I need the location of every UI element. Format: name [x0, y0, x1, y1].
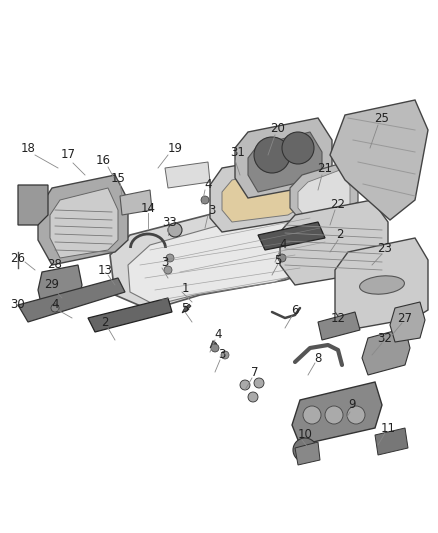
Polygon shape: [50, 188, 118, 258]
Text: 32: 32: [378, 332, 392, 344]
Text: 13: 13: [98, 263, 113, 277]
Circle shape: [347, 406, 365, 424]
Polygon shape: [128, 208, 320, 305]
Text: 4: 4: [51, 298, 59, 311]
Text: 25: 25: [374, 111, 389, 125]
Circle shape: [168, 223, 182, 237]
Text: 4: 4: [214, 328, 222, 342]
Circle shape: [51, 304, 59, 312]
Polygon shape: [292, 382, 382, 445]
Polygon shape: [222, 168, 300, 222]
Circle shape: [303, 406, 321, 424]
Circle shape: [248, 392, 258, 402]
Text: 2: 2: [336, 229, 344, 241]
Polygon shape: [335, 238, 428, 330]
Text: 4: 4: [204, 179, 212, 191]
Polygon shape: [38, 175, 128, 265]
Text: 18: 18: [21, 141, 35, 155]
Text: 3: 3: [218, 349, 226, 361]
Polygon shape: [295, 442, 320, 465]
Circle shape: [164, 266, 172, 274]
Text: 5: 5: [274, 254, 282, 266]
Text: 27: 27: [398, 311, 413, 325]
Text: 2: 2: [101, 316, 109, 328]
Polygon shape: [38, 265, 82, 308]
Polygon shape: [210, 155, 310, 232]
Text: 30: 30: [11, 298, 25, 311]
Text: 33: 33: [162, 215, 177, 229]
Text: 8: 8: [314, 351, 321, 365]
Circle shape: [325, 406, 343, 424]
Text: 20: 20: [271, 122, 286, 134]
Text: 5: 5: [181, 302, 189, 314]
Polygon shape: [88, 298, 172, 332]
Text: 21: 21: [318, 161, 332, 174]
Polygon shape: [330, 100, 428, 220]
Polygon shape: [120, 190, 152, 215]
Text: 10: 10: [297, 429, 312, 441]
Circle shape: [282, 132, 314, 164]
Polygon shape: [110, 195, 335, 310]
Polygon shape: [362, 328, 410, 375]
Text: 26: 26: [11, 252, 25, 264]
Text: 7: 7: [251, 366, 259, 378]
Text: 19: 19: [167, 141, 183, 155]
Polygon shape: [318, 312, 360, 340]
Text: 28: 28: [48, 259, 63, 271]
Circle shape: [293, 438, 317, 462]
Text: 16: 16: [95, 154, 110, 166]
Circle shape: [240, 380, 250, 390]
Ellipse shape: [360, 276, 404, 294]
Polygon shape: [298, 170, 350, 220]
Circle shape: [278, 254, 286, 262]
FancyArrow shape: [210, 341, 217, 348]
Circle shape: [166, 254, 174, 262]
Polygon shape: [290, 162, 358, 222]
Text: 14: 14: [141, 201, 155, 214]
Polygon shape: [258, 222, 325, 250]
Text: 23: 23: [378, 241, 392, 254]
Text: 31: 31: [230, 147, 245, 159]
Polygon shape: [248, 132, 322, 192]
Circle shape: [201, 196, 209, 204]
Text: 3: 3: [161, 255, 169, 269]
Polygon shape: [165, 162, 210, 188]
Text: 6: 6: [291, 303, 299, 317]
Polygon shape: [235, 118, 332, 198]
Text: 1: 1: [181, 281, 189, 295]
Polygon shape: [375, 428, 408, 455]
Polygon shape: [280, 200, 388, 285]
Circle shape: [254, 137, 290, 173]
Circle shape: [221, 351, 229, 359]
Text: 17: 17: [60, 149, 75, 161]
Text: 9: 9: [348, 399, 356, 411]
Text: 22: 22: [331, 198, 346, 212]
Text: 12: 12: [331, 311, 346, 325]
FancyArrow shape: [182, 304, 191, 313]
Circle shape: [211, 344, 219, 352]
Polygon shape: [18, 278, 125, 322]
Text: 29: 29: [45, 279, 60, 292]
Text: 3: 3: [208, 204, 215, 216]
Text: 15: 15: [110, 172, 125, 184]
Text: 4: 4: [279, 238, 287, 252]
Text: 11: 11: [381, 422, 396, 434]
Circle shape: [254, 378, 264, 388]
Polygon shape: [18, 185, 48, 225]
Polygon shape: [390, 302, 425, 342]
